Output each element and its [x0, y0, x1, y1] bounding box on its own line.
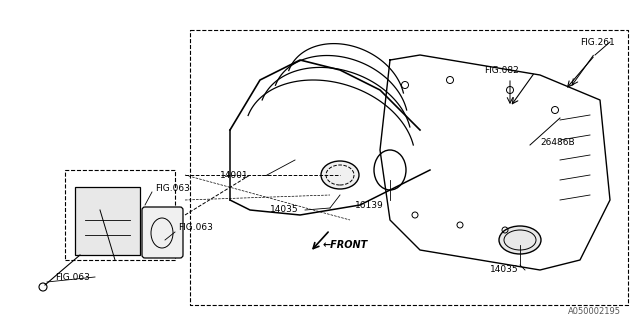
Text: FIG.082: FIG.082 [484, 66, 519, 75]
Text: 14001: 14001 [220, 171, 248, 180]
Text: FIG.063: FIG.063 [155, 183, 190, 193]
Text: ←FRONT: ←FRONT [323, 240, 368, 250]
Text: 14035: 14035 [490, 266, 518, 275]
Text: 26486B: 26486B [540, 138, 575, 147]
Ellipse shape [321, 161, 359, 189]
Bar [75, 187, 140, 255]
Bar [65, 170, 175, 260]
Text: FIG.063: FIG.063 [178, 223, 213, 233]
Text: 16139: 16139 [355, 201, 384, 210]
FancyBboxPatch shape [142, 207, 183, 258]
Text: A050002195: A050002195 [568, 308, 621, 316]
Text: 14035: 14035 [270, 205, 299, 214]
Text: FIG.261: FIG.261 [580, 37, 615, 46]
Text: FIG.063: FIG.063 [55, 273, 90, 282]
Ellipse shape [499, 226, 541, 254]
